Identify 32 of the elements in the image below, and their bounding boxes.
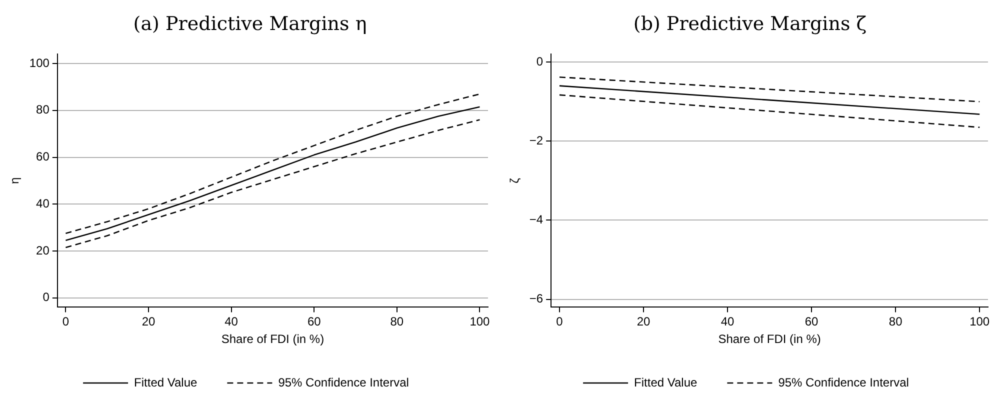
y-tick-label: 0 <box>536 54 544 68</box>
x-tick-label: 60 <box>804 314 819 329</box>
x-axis-title: Share of FDI (in %) <box>718 332 821 346</box>
y-tick-label: −6 <box>529 292 544 306</box>
legend-label: Fitted Value <box>134 375 198 390</box>
y-tick-label: −4 <box>529 212 544 227</box>
x-tick-label: 100 <box>970 314 990 329</box>
x-tick-label: 0 <box>62 314 70 329</box>
x-tick-label: 80 <box>390 314 404 329</box>
x-tick-label: 80 <box>888 314 903 329</box>
y-tick-label: −2 <box>529 133 544 148</box>
y-axis-title: η <box>8 177 22 184</box>
y-axis-title: ζ <box>508 177 522 184</box>
y-tick-label: 80 <box>36 102 50 117</box>
chart-title: (b) Predictive Margins ζ <box>632 12 868 37</box>
x-tick-label: 0 <box>556 314 564 329</box>
x-axis-title: Share of FDI (in %) <box>221 332 324 346</box>
chart-title: (a) Predictive Margins η <box>132 12 368 37</box>
x-tick-label: 60 <box>307 314 322 329</box>
x-tick-label: 40 <box>224 314 238 329</box>
y-tick-label: 20 <box>36 243 50 258</box>
y-tick-label: 100 <box>29 56 50 70</box>
x-tick-label: 20 <box>636 314 650 329</box>
legend-label: Fitted Value <box>634 375 698 390</box>
x-tick-label: 20 <box>142 314 156 329</box>
legend-label: 95% Confidence Interval <box>278 375 409 390</box>
x-tick-label: 40 <box>720 314 735 329</box>
y-tick-label: 40 <box>36 196 50 210</box>
y-tick-label: 0 <box>42 290 50 304</box>
y-tick-label: 60 <box>36 150 50 164</box>
legend-label: 95% Confidence Interval <box>778 375 909 390</box>
x-tick-label: 100 <box>470 314 490 329</box>
